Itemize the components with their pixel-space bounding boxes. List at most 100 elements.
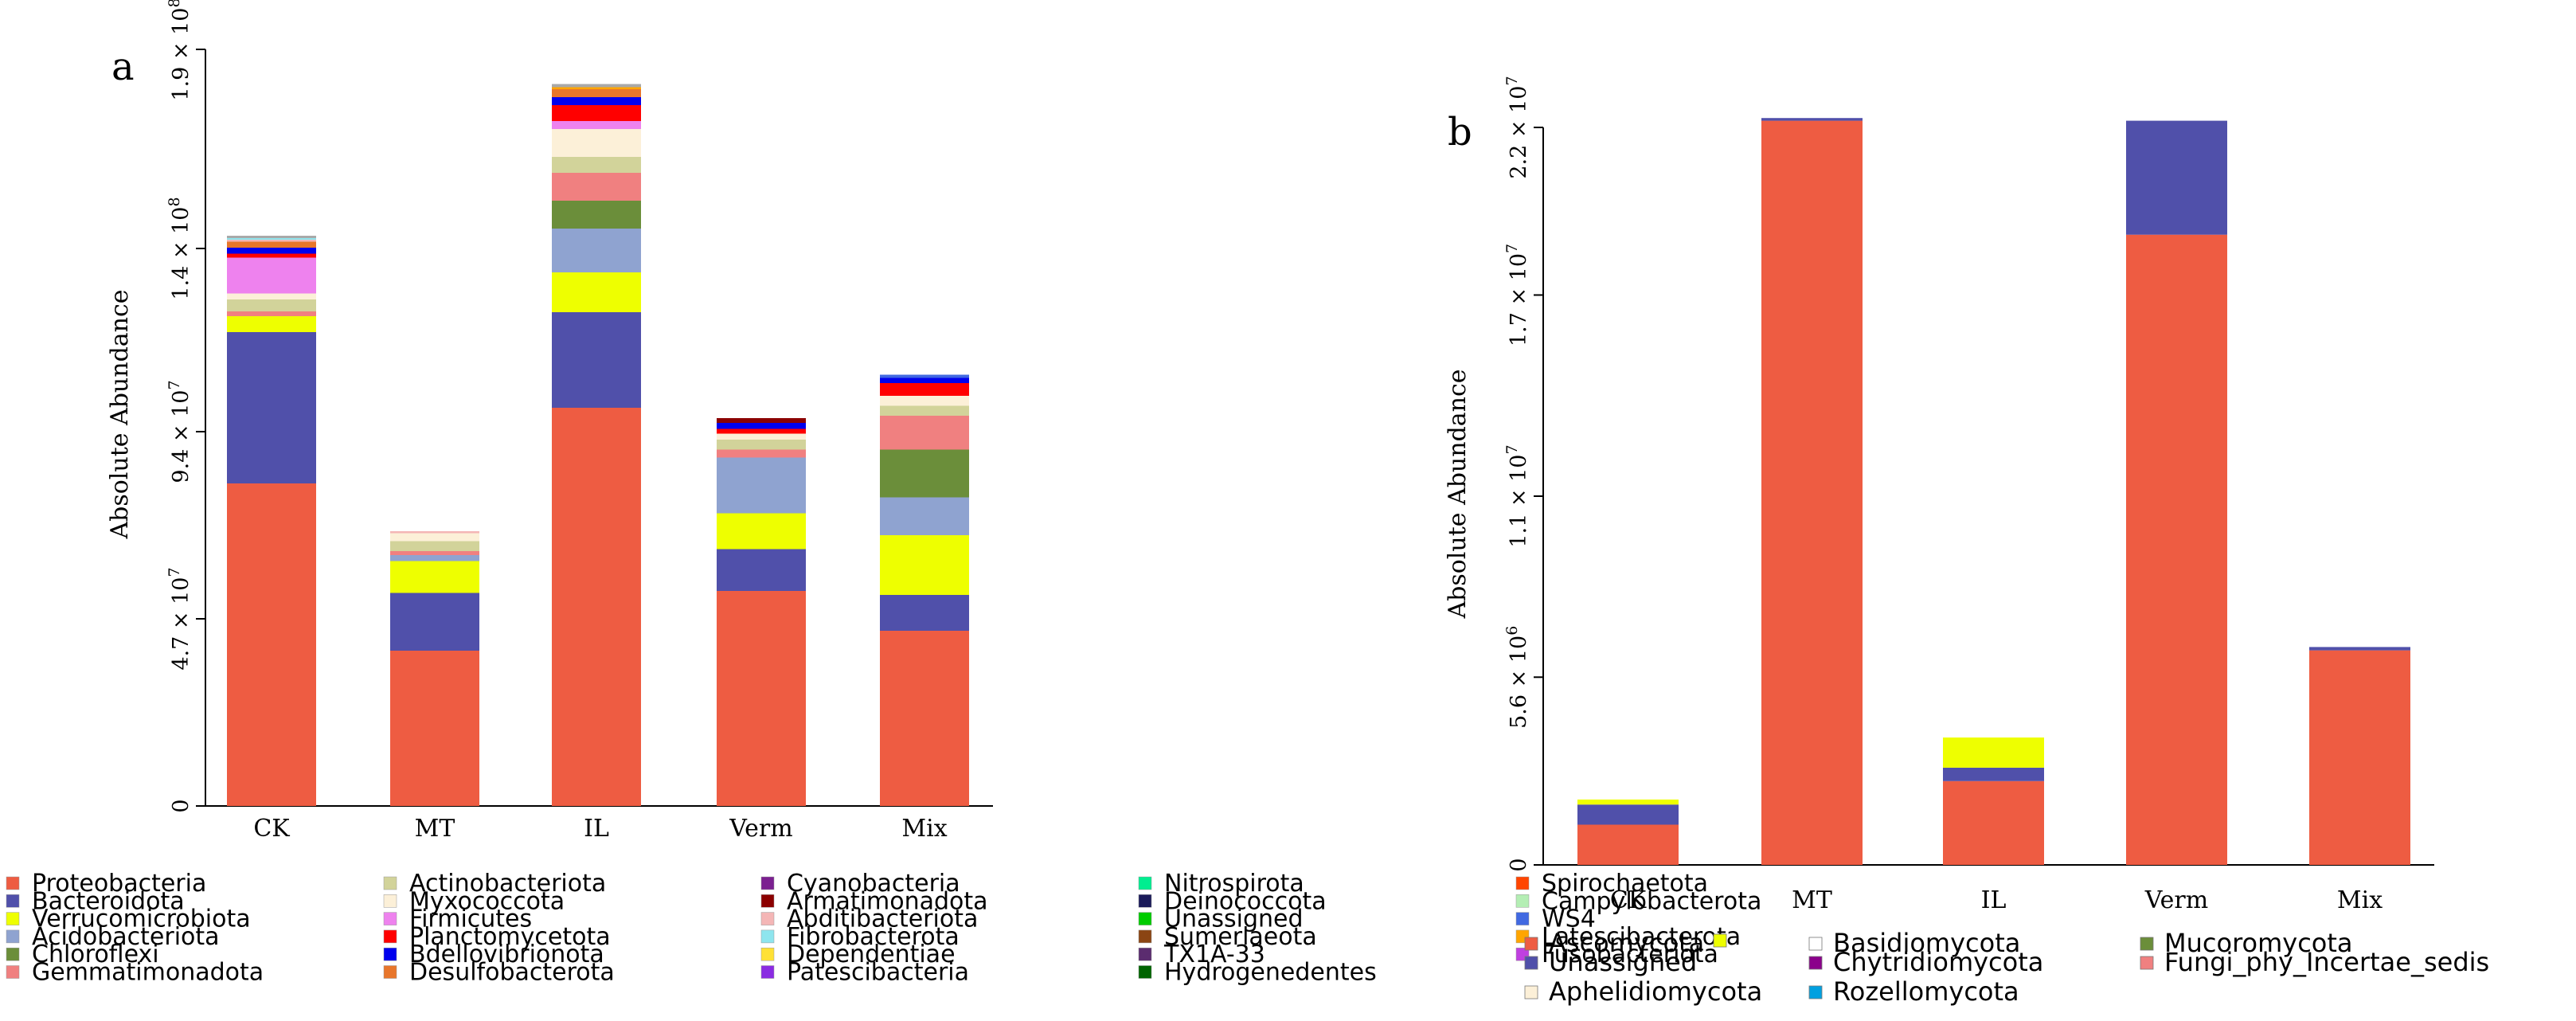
legend-label: Actinobacteriota — [409, 870, 606, 898]
legend-label: Bdellovibrionota — [409, 941, 604, 968]
legend-label: Dependentiae — [787, 941, 956, 968]
bar-segment — [880, 383, 969, 396]
bar-segment — [390, 555, 479, 561]
x-tick-label: CK — [253, 815, 290, 843]
legend-label: Rozellomycota — [1833, 976, 2019, 1007]
legend-swatch — [1138, 947, 1152, 961]
legend-swatch — [1808, 937, 1823, 951]
legend-swatch — [383, 912, 397, 925]
bar-segment — [227, 293, 316, 299]
legend-swatch — [1138, 912, 1152, 925]
y-tick-exponent: 7 — [1503, 76, 1521, 85]
legend-swatch — [6, 965, 20, 979]
panel-a: a 0 4.7 × 107 9.4 × 107 1.4 × 108 1.9 × 108 Ab… — [6, 0, 1761, 987]
bar-segment — [552, 201, 641, 229]
legend-swatch — [760, 876, 775, 890]
legend-label: WS4 — [1542, 906, 1596, 933]
legend-label: Sumerlaeota — [1164, 923, 1317, 951]
legend-swatch — [1515, 876, 1530, 890]
bar-segment — [717, 423, 806, 429]
y-tick-label: 0 — [1507, 858, 1531, 871]
legend-swatch — [6, 876, 20, 890]
legend-swatch — [6, 929, 20, 944]
bar-segment — [880, 416, 969, 450]
bar-segment — [552, 84, 641, 88]
bar-segment — [1943, 737, 2044, 768]
x-tick-label: MT — [1792, 886, 1832, 914]
bar-segment — [552, 229, 641, 272]
legend-label: Fibrobacterota — [787, 923, 960, 951]
bar-segment — [717, 418, 806, 423]
bar-segment — [390, 533, 479, 542]
bar-segment — [2126, 234, 2227, 865]
legend-label: Spirochaetota — [1542, 870, 1708, 898]
legend-label: Latescibacterota — [1542, 923, 1741, 951]
legend-swatch — [2140, 956, 2154, 970]
bar-segment — [227, 236, 316, 238]
bar-segment — [880, 631, 969, 806]
bar-segment — [717, 549, 806, 591]
y-tick-label: 1.4 × 108 — [166, 197, 193, 299]
legend-label: Unassigned — [1549, 947, 1697, 977]
bar-segment — [227, 240, 316, 242]
legend-label: Bacteroidota — [32, 887, 185, 915]
bar-segment — [717, 440, 806, 450]
legend-label: Campylobacterota — [1542, 887, 1761, 915]
bar-segment — [552, 121, 641, 129]
legend-label: Chytridiomycota — [1833, 947, 2043, 977]
y-tick-exponent: 7 — [1503, 444, 1521, 454]
bar-segment — [1943, 780, 2044, 865]
legend-label: Basidiomycota — [1833, 928, 2020, 958]
legend-label: Aphelidiomycota — [1549, 976, 1762, 1007]
bar-segment — [552, 312, 641, 408]
legend-label: Planctomycetota — [409, 923, 611, 951]
bar-segment — [1943, 767, 2044, 781]
bar-segment — [227, 332, 316, 483]
bar-segment — [880, 405, 969, 416]
panel-label: a — [111, 45, 135, 89]
bar-segment — [2309, 647, 2410, 651]
legend-swatch — [1524, 937, 1538, 951]
legend-swatch — [1138, 929, 1152, 944]
legend-label: Acidobacteriota — [32, 923, 220, 951]
y-tick-label: 5.6 × 106 — [1503, 626, 1531, 729]
legend-label: Armatimonadota — [787, 887, 988, 915]
legend-swatch — [1808, 956, 1823, 970]
x-tick-label: IL — [1981, 886, 2007, 914]
y-axis-label: Absolute Abundance — [106, 289, 134, 539]
bar-segment — [227, 238, 316, 240]
bar-segment — [717, 433, 806, 440]
bar-segment — [227, 241, 316, 248]
bar-segment — [390, 651, 479, 806]
x-tick-label: CK — [1610, 886, 1647, 914]
legend-swatch — [383, 965, 397, 979]
bar-segment — [227, 253, 316, 258]
legend-swatch — [6, 912, 20, 925]
legend-swatch — [760, 947, 775, 961]
x-tick-label: Verm — [729, 815, 792, 843]
legend-label: Hydrogenedentes — [1164, 959, 1377, 987]
bar-segment — [227, 483, 316, 806]
bar-segment — [717, 457, 806, 514]
bar-segment — [717, 513, 806, 550]
legend-label: Deinococcota — [1164, 887, 1327, 915]
legend-swatch — [383, 929, 397, 944]
y-tick-label: 2.2 × 107 — [1503, 76, 1531, 178]
x-tick-label: MT — [415, 815, 455, 843]
x-tick-label: IL — [584, 815, 609, 843]
y-tick-exponent: 7 — [1503, 244, 1521, 253]
bar-segment — [2126, 120, 2227, 235]
legend-label: Ascomycota — [1549, 928, 1704, 958]
y-tick-exponent: 7 — [166, 380, 183, 389]
bar-segment — [880, 535, 969, 595]
y-tick-label: 1.7 × 107 — [1503, 244, 1531, 346]
bar-segment — [552, 97, 641, 105]
bar-segment — [227, 316, 316, 332]
legend-swatch — [760, 912, 775, 925]
y-tick-label: 1.1 × 107 — [1503, 444, 1531, 547]
bar-segment — [552, 157, 641, 173]
legend-label: Desulfobacterota — [409, 959, 615, 987]
bar-segment — [717, 591, 806, 806]
legend-label: TX1A-33 — [1163, 941, 1265, 968]
legend-swatch — [1524, 956, 1538, 970]
